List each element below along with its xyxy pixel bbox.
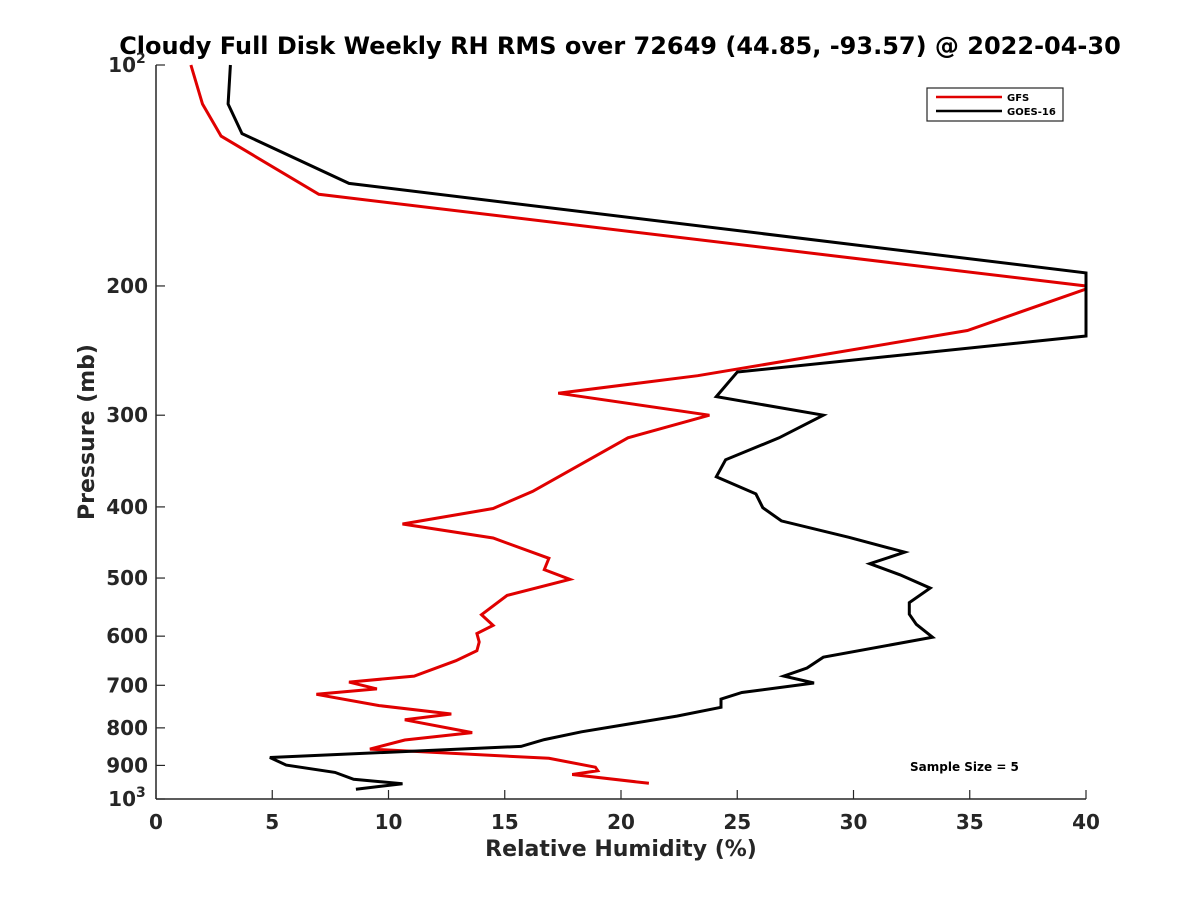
- series-layer: [189, 64, 1088, 791]
- series-line-goes-16: [226, 64, 1088, 791]
- chart-title: Cloudy Full Disk Weekly RH RMS over 7264…: [119, 32, 1121, 60]
- legend-box: [926, 87, 1064, 122]
- legend: GFS GOES-16: [926, 87, 1064, 122]
- y-tick-label: 10: [108, 787, 136, 811]
- legend-label-gfs: GFS: [1007, 93, 1029, 104]
- series-line-gfs: [189, 64, 1088, 785]
- y-tick-label: 10: [108, 53, 136, 77]
- y-tick-label: 600: [106, 624, 148, 648]
- x-tick-label: 5: [265, 810, 279, 834]
- x-ticks: 0 5 10 15 20 25 30 35 40: [149, 790, 1100, 834]
- y-tick-label: 400: [106, 495, 148, 519]
- y-tick-label: 500: [106, 566, 148, 590]
- y-tick-label: 300: [106, 403, 148, 427]
- sample-size-annotation: Sample Size = 5: [910, 760, 1019, 774]
- x-tick-label: 15: [491, 810, 519, 834]
- x-tick-label: 25: [723, 810, 751, 834]
- x-tick-label: 0: [149, 810, 163, 834]
- x-tick-label: 10: [375, 810, 403, 834]
- y-axis-label: Pressure (mb): [75, 344, 100, 520]
- x-tick-label: 20: [607, 810, 635, 834]
- y-tick-label: 200: [106, 274, 148, 298]
- plot-area: 0 5 10 15 20 25 30 35 40 10 220030040050060070080…: [106, 51, 1100, 834]
- y-tick-exponent: 3: [136, 785, 146, 801]
- x-tick-label: 30: [840, 810, 868, 834]
- y-tick-label: 900: [106, 753, 148, 777]
- x-tick-label: 40: [1072, 810, 1100, 834]
- axes-background: [156, 65, 1086, 799]
- x-tick-label: 35: [956, 810, 984, 834]
- x-axis-label: Relative Humidity (%): [485, 837, 757, 862]
- y-tick-label: 800: [106, 716, 148, 740]
- y-tick-label: 700: [106, 673, 148, 697]
- y-tick-exponent: 2: [136, 51, 146, 67]
- legend-label-goes-16: GOES-16: [1007, 107, 1056, 118]
